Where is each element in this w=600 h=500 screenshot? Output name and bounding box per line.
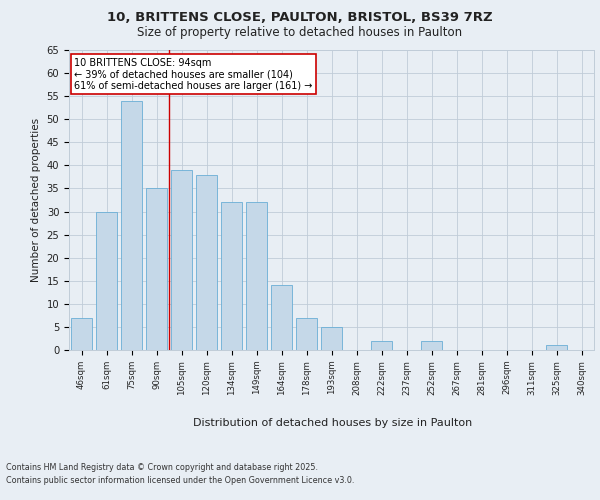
Text: Contains HM Land Registry data © Crown copyright and database right 2025.: Contains HM Land Registry data © Crown c… — [6, 462, 318, 471]
Bar — [196, 174, 217, 350]
Bar — [321, 327, 342, 350]
Text: 10, BRITTENS CLOSE, PAULTON, BRISTOL, BS39 7RZ: 10, BRITTENS CLOSE, PAULTON, BRISTOL, BS… — [107, 11, 493, 24]
Bar — [371, 341, 392, 350]
Text: Contains public sector information licensed under the Open Government Licence v3: Contains public sector information licen… — [6, 476, 355, 485]
Bar — [146, 188, 167, 350]
Text: Distribution of detached houses by size in Paulton: Distribution of detached houses by size … — [193, 418, 473, 428]
Bar — [246, 202, 267, 350]
Bar — [171, 170, 192, 350]
Bar — [71, 318, 92, 350]
Y-axis label: Number of detached properties: Number of detached properties — [31, 118, 41, 282]
Bar — [296, 318, 317, 350]
Bar — [221, 202, 242, 350]
Text: Size of property relative to detached houses in Paulton: Size of property relative to detached ho… — [137, 26, 463, 39]
Bar — [271, 286, 292, 350]
Bar — [546, 346, 567, 350]
Bar — [421, 341, 442, 350]
Bar — [96, 212, 117, 350]
Text: 10 BRITTENS CLOSE: 94sqm
← 39% of detached houses are smaller (104)
61% of semi-: 10 BRITTENS CLOSE: 94sqm ← 39% of detach… — [74, 58, 313, 90]
Bar — [121, 101, 142, 350]
